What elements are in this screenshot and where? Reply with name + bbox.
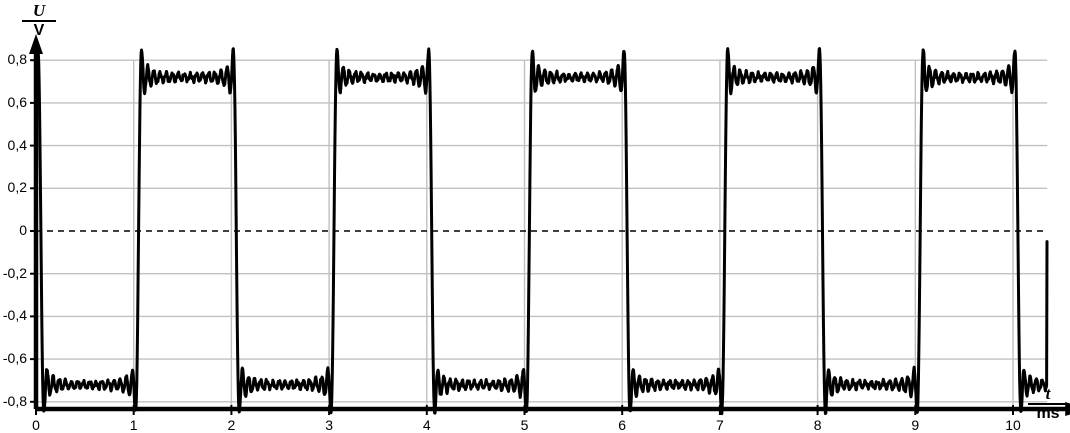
x-tick-label: 2: [227, 417, 236, 433]
vertical-gridlines: [132, 60, 1014, 409]
waveform-trace: [34, 47, 1049, 416]
x-tick-label: 6: [618, 417, 627, 433]
x-tick-label: 7: [715, 417, 724, 433]
x-tick-label: 8: [813, 417, 822, 433]
y-tick-label: 0,8: [7, 51, 27, 68]
y-axis-label-numerator: U: [32, 1, 46, 20]
x-tick-label: 4: [422, 417, 431, 433]
x-tick-label: 10: [1005, 417, 1021, 433]
x-tick-label: 9: [911, 417, 920, 433]
y-axis-label-bar: [22, 20, 56, 22]
y-tick-label: -0,6: [2, 350, 27, 367]
x-tick-label: 0: [32, 417, 40, 433]
x-tick-label: 3: [325, 417, 333, 433]
y-tick-label: -0,4: [2, 307, 27, 324]
y-tick-label: 0: [19, 222, 27, 238]
y-tick-label: 0,6: [7, 93, 27, 110]
x-axis-label-denominator: ms: [1036, 405, 1060, 422]
y-axis-label: U V: [22, 2, 56, 39]
x-axis-label-numerator: t: [1045, 384, 1051, 403]
horizontal-gridlines: [36, 59, 1048, 403]
y-tick-label: 0,4: [7, 136, 27, 153]
x-axis-label: t ms: [1028, 385, 1068, 422]
tick-marks: [30, 59, 1014, 415]
x-axis-label-bar: [1028, 403, 1068, 405]
y-axis-label-denominator: V: [33, 22, 45, 39]
x-tick-label: 1: [129, 417, 138, 433]
y-tick-label: -0,8: [2, 392, 27, 409]
y-tick-label: 0,2: [7, 179, 27, 196]
y-tick-label: -0,2: [2, 264, 27, 281]
x-tick-label: 5: [520, 417, 529, 433]
